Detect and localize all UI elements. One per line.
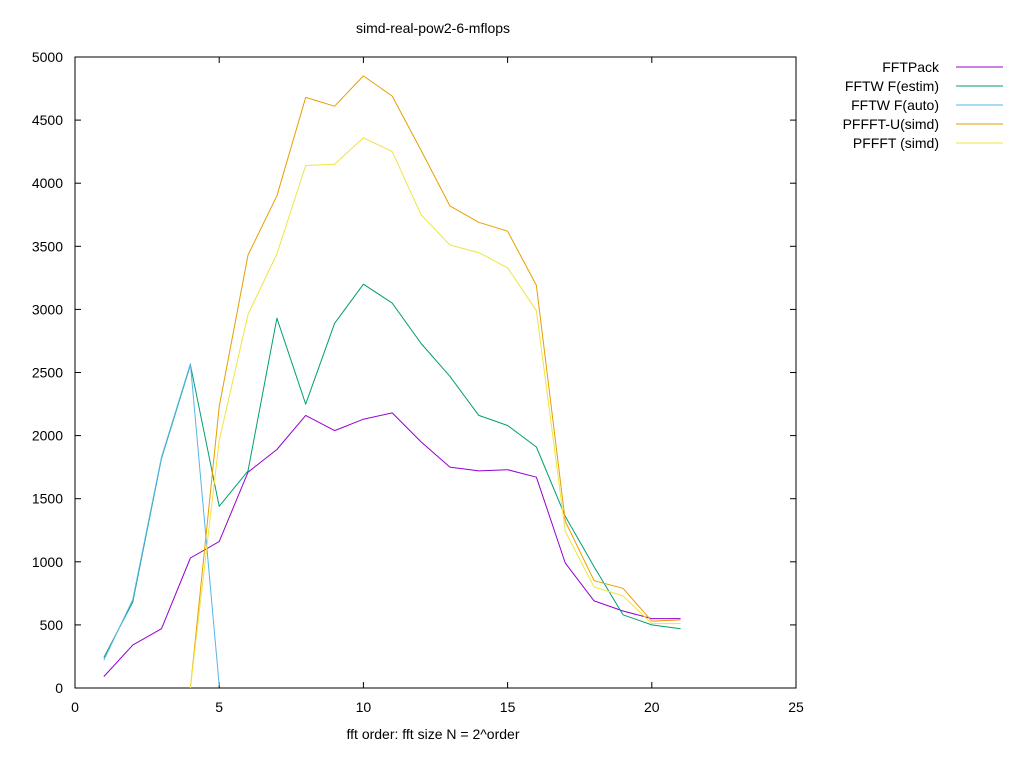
x-axis-label: fft order: fft size N = 2^order	[347, 726, 520, 742]
series-line-fftpack	[103, 412, 681, 677]
legend-label: FFTPack	[882, 59, 940, 75]
x-tick-label: 20	[644, 699, 660, 715]
x-tick-label: 25	[788, 699, 804, 715]
legend-label: FFTW F(estim)	[845, 78, 939, 94]
y-tick-label: 1500	[32, 491, 63, 507]
legend: FFTPack FFTW F(estim) FFTW F(auto) PFFFT-U(…	[843, 59, 1003, 151]
y-tick-label: 4000	[32, 175, 63, 191]
series-layer	[103, 75, 681, 689]
y-tick-label: 500	[40, 617, 64, 633]
x-tick-label: 5	[215, 699, 223, 715]
legend-label: PFFFT (simd)	[853, 135, 939, 151]
series-line-fftw-f-estim	[103, 283, 681, 658]
y-tick-label: 2500	[32, 365, 63, 381]
y-tick-label: 2000	[32, 428, 63, 444]
series-line-pffft-u-simd	[189, 75, 681, 689]
axes: 0 5 10 15 20 25 0 500 1000 1500 2000 2500 3000 3500 40…	[32, 49, 804, 715]
series-line-pffft-simd	[189, 137, 681, 689]
y-tick-label: 1000	[32, 554, 63, 570]
x-tick-label: 10	[356, 699, 372, 715]
x-tick-label: 0	[71, 699, 79, 715]
y-tick-label: 3500	[32, 238, 63, 254]
y-tick-label: 3000	[32, 301, 63, 317]
series-line-fftw-f-auto	[103, 363, 220, 686]
chart-title: simd-real-pow2-6-mflops	[356, 20, 510, 36]
x-tick-label: 15	[500, 699, 516, 715]
y-tick-label: 5000	[32, 49, 63, 65]
legend-label: PFFFT-U(simd)	[843, 116, 939, 132]
legend-label: FFTW F(auto)	[851, 97, 939, 113]
plot-frame	[74, 56, 797, 689]
y-tick-label: 4500	[32, 112, 63, 128]
y-tick-label: 0	[55, 680, 63, 696]
